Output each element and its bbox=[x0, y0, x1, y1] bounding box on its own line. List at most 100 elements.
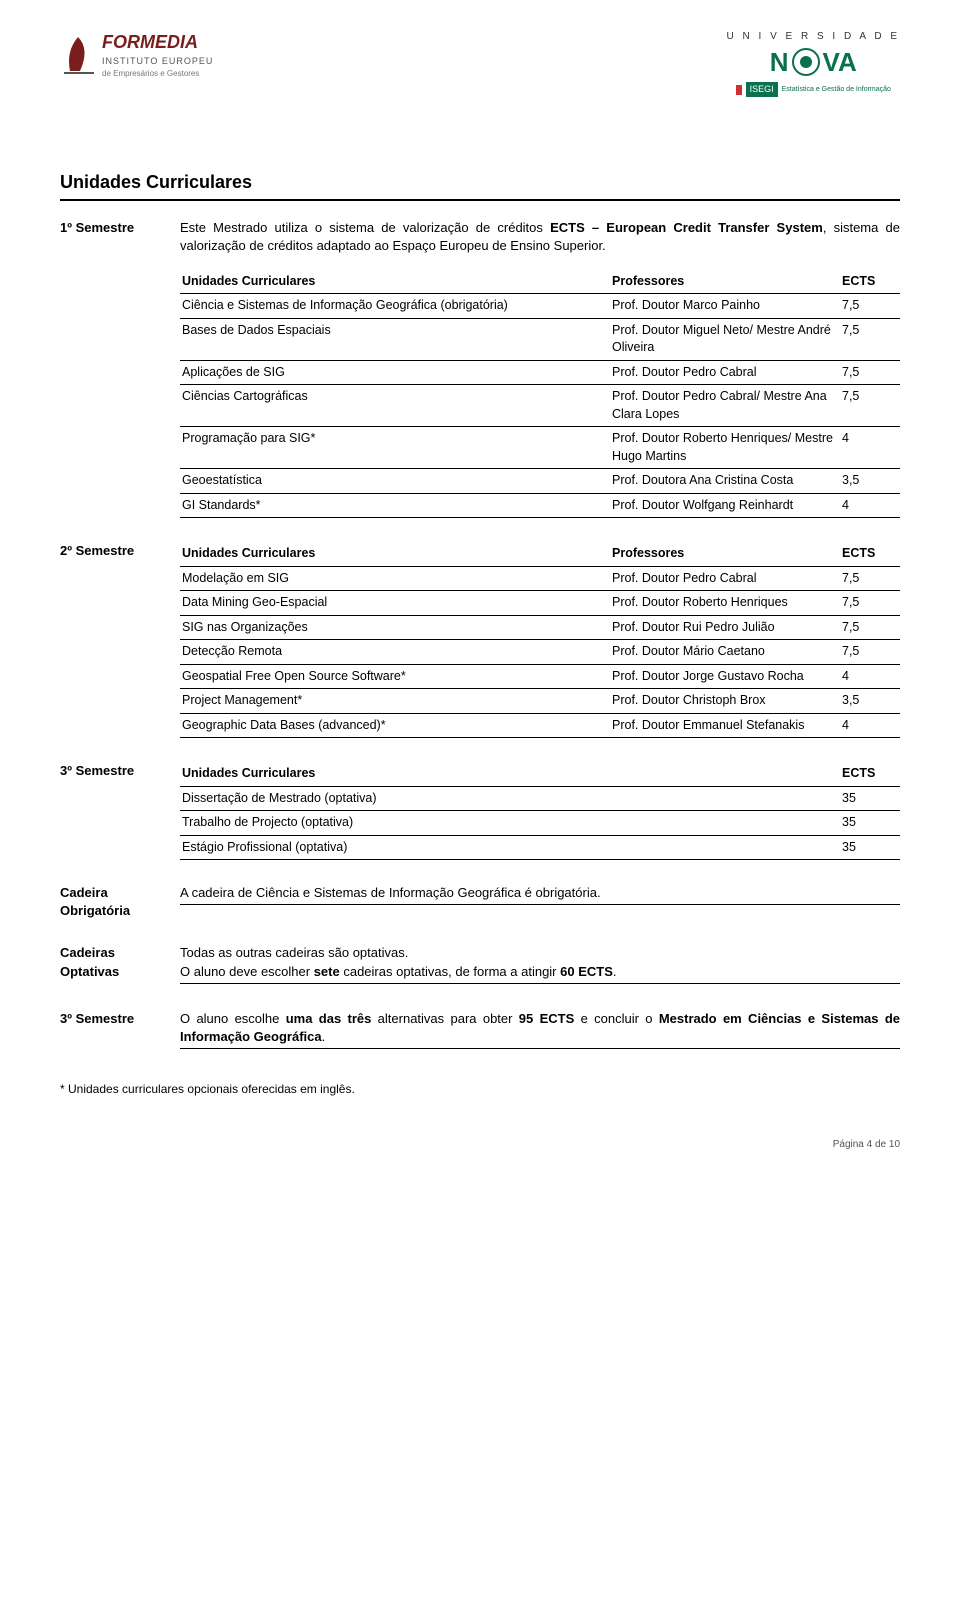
formedia-line1: INSTITUTO EUROPEU bbox=[102, 55, 213, 68]
cell-ects: 7,5 bbox=[840, 615, 900, 640]
title-divider bbox=[60, 199, 900, 201]
s3n-mid2: e concluir o bbox=[574, 1011, 659, 1026]
cell-ects: 35 bbox=[840, 835, 900, 860]
isegi-sub: Estatística e Gestão de Informação bbox=[782, 85, 891, 95]
cell-prof: Prof. Doutor Roberto Henriques/ Mestre H… bbox=[610, 427, 840, 469]
s3n-b2: 95 ECTS bbox=[519, 1011, 574, 1026]
col-ects: ECTS bbox=[840, 762, 900, 786]
cell-uc: Modelação em SIG bbox=[180, 566, 610, 591]
cell-uc: Detecção Remota bbox=[180, 640, 610, 665]
table-row: GI Standards*Prof. Doutor Wolfgang Reinh… bbox=[180, 493, 900, 518]
cadeira-obrig-label: Cadeira Obrigatória bbox=[60, 884, 180, 920]
table-row: Geospatial Free Open Source Software*Pro… bbox=[180, 664, 900, 689]
cell-ects: 7,5 bbox=[840, 591, 900, 616]
sem1-label: 1º Semestre bbox=[60, 219, 180, 237]
section-cadeiras-opt: Cadeiras Optativas Todas as outras cadei… bbox=[60, 944, 900, 985]
table-row: Detecção RemotaProf. Doutor Mário Caetan… bbox=[180, 640, 900, 665]
cell-uc: Dissertação de Mestrado (optativa) bbox=[180, 786, 840, 811]
isegi-label: ISEGI bbox=[746, 82, 778, 97]
cell-prof: Prof. Doutor Rui Pedro Julião bbox=[610, 615, 840, 640]
table-row: GeoestatísticaProf. Doutora Ana Cristina… bbox=[180, 469, 900, 494]
table-row: Programação para SIG*Prof. Doutor Robert… bbox=[180, 427, 900, 469]
cell-uc: Geospatial Free Open Source Software* bbox=[180, 664, 610, 689]
intro-pre: Este Mestrado utiliza o sistema de valor… bbox=[180, 220, 550, 235]
formedia-line2: de Empresários e Gestores bbox=[102, 68, 213, 79]
cell-ects: 35 bbox=[840, 786, 900, 811]
cadeiras-opt-line2: O aluno deve escolher sete cadeiras opta… bbox=[180, 963, 900, 981]
nova-universidade: U N I V E R S I D A D E bbox=[727, 30, 900, 44]
table-row: Ciência e Sistemas de Informação Geográf… bbox=[180, 294, 900, 319]
header-logos: FORMEDIA INSTITUTO EUROPEU de Empresário… bbox=[60, 30, 900, 140]
cell-ects: 3,5 bbox=[840, 469, 900, 494]
sem2-label: 2º Semestre bbox=[60, 542, 180, 560]
cell-uc: Geoestatística bbox=[180, 469, 610, 494]
col-uc: Unidades Curriculares bbox=[180, 270, 610, 294]
cell-uc: Aplicações de SIG bbox=[180, 360, 610, 385]
divider bbox=[180, 904, 900, 905]
col-prof: Professores bbox=[610, 270, 840, 294]
table-row: Aplicações de SIGProf. Doutor Pedro Cabr… bbox=[180, 360, 900, 385]
opt-l2-post: . bbox=[613, 964, 617, 979]
cell-prof: Prof. Doutora Ana Cristina Costa bbox=[610, 469, 840, 494]
cell-prof: Prof. Doutor Mário Caetano bbox=[610, 640, 840, 665]
cell-uc: Ciência e Sistemas de Informação Geográf… bbox=[180, 294, 610, 319]
cell-uc: Programação para SIG* bbox=[180, 427, 610, 469]
cell-prof: Prof. Doutor Miguel Neto/ Mestre André O… bbox=[610, 318, 840, 360]
nova-crest-icon bbox=[791, 47, 821, 77]
table-header-row: Unidades Curriculares ECTS bbox=[180, 762, 900, 786]
cell-prof: Prof. Doutor Jorge Gustavo Rocha bbox=[610, 664, 840, 689]
section-sem1: 1º Semestre Este Mestrado utiliza o sist… bbox=[60, 219, 900, 518]
cell-ects: 7,5 bbox=[840, 385, 900, 427]
cell-prof: Prof. Doutor Marco Painho bbox=[610, 294, 840, 319]
cell-prof: Prof. Doutor Wolfgang Reinhardt bbox=[610, 493, 840, 518]
cell-uc: Data Mining Geo-Espacial bbox=[180, 591, 610, 616]
intro-text: Este Mestrado utiliza o sistema de valor… bbox=[180, 219, 900, 255]
cell-uc: Bases de Dados Espaciais bbox=[180, 318, 610, 360]
cell-uc: GI Standards* bbox=[180, 493, 610, 518]
cell-prof: Prof. Doutor Pedro Cabral/ Mestre Ana Cl… bbox=[610, 385, 840, 427]
cell-uc: Trabalho de Projecto (optativa) bbox=[180, 811, 840, 836]
cell-ects: 3,5 bbox=[840, 689, 900, 714]
formedia-brand: FORMEDIA bbox=[102, 30, 213, 55]
col-uc: Unidades Curriculares bbox=[180, 762, 840, 786]
nova-va: VA bbox=[823, 44, 857, 80]
table-header-row: Unidades Curriculares Professores ECTS bbox=[180, 270, 900, 294]
table-row: Estágio Profissional (optativa)35 bbox=[180, 835, 900, 860]
col-prof: Professores bbox=[610, 542, 840, 566]
section-sem3-note: 3º Semestre O aluno escolhe uma das três… bbox=[60, 1010, 900, 1051]
cadeira-obrig-text: A cadeira de Ciência e Sistemas de Infor… bbox=[180, 884, 900, 902]
table-header-row: Unidades Curriculares Professores ECTS bbox=[180, 542, 900, 566]
cell-prof: Prof. Doutor Emmanuel Stefanakis bbox=[610, 713, 840, 738]
cell-uc: Estágio Profissional (optativa) bbox=[180, 835, 840, 860]
cell-ects: 7,5 bbox=[840, 640, 900, 665]
cadeiras-opt-line1: Todas as outras cadeiras são optativas. bbox=[180, 944, 900, 962]
s3n-pre: O aluno escolhe bbox=[180, 1011, 286, 1026]
cell-ects: 4 bbox=[840, 664, 900, 689]
col-ects: ECTS bbox=[840, 542, 900, 566]
s3n-mid1: alternativas para obter bbox=[371, 1011, 518, 1026]
footnote: * Unidades curriculares opcionais oferec… bbox=[60, 1081, 900, 1098]
sem2-table: Unidades Curriculares Professores ECTS M… bbox=[180, 542, 900, 738]
cell-ects: 4 bbox=[840, 713, 900, 738]
sem3-note-label: 3º Semestre bbox=[60, 1010, 180, 1028]
col-ects: ECTS bbox=[840, 270, 900, 294]
opt-l2-pre: O aluno deve escolher bbox=[180, 964, 314, 979]
divider bbox=[180, 983, 900, 984]
formedia-mark-icon bbox=[60, 31, 98, 77]
opt-l2-b2: 60 ECTS bbox=[560, 964, 613, 979]
logo-formedia: FORMEDIA INSTITUTO EUROPEU de Empresário… bbox=[60, 30, 213, 79]
cell-prof: Prof. Doutor Christoph Brox bbox=[610, 689, 840, 714]
s3n-b1: uma das três bbox=[286, 1011, 372, 1026]
sem1-table: Unidades Curriculares Professores ECTS C… bbox=[180, 270, 900, 519]
cell-ects: 4 bbox=[840, 427, 900, 469]
cell-prof: Prof. Doutor Roberto Henriques bbox=[610, 591, 840, 616]
cell-ects: 7,5 bbox=[840, 294, 900, 319]
section-sem2: 2º Semestre Unidades Curriculares Profes… bbox=[60, 542, 900, 738]
cell-ects: 7,5 bbox=[840, 360, 900, 385]
isegi-mark-icon bbox=[736, 85, 742, 95]
cell-ects: 7,5 bbox=[840, 318, 900, 360]
cell-prof: Prof. Doutor Pedro Cabral bbox=[610, 360, 840, 385]
section-cadeira-obrig: Cadeira Obrigatória A cadeira de Ciência… bbox=[60, 884, 900, 920]
s3n-post: . bbox=[322, 1029, 326, 1044]
nova-n: N bbox=[770, 44, 789, 80]
